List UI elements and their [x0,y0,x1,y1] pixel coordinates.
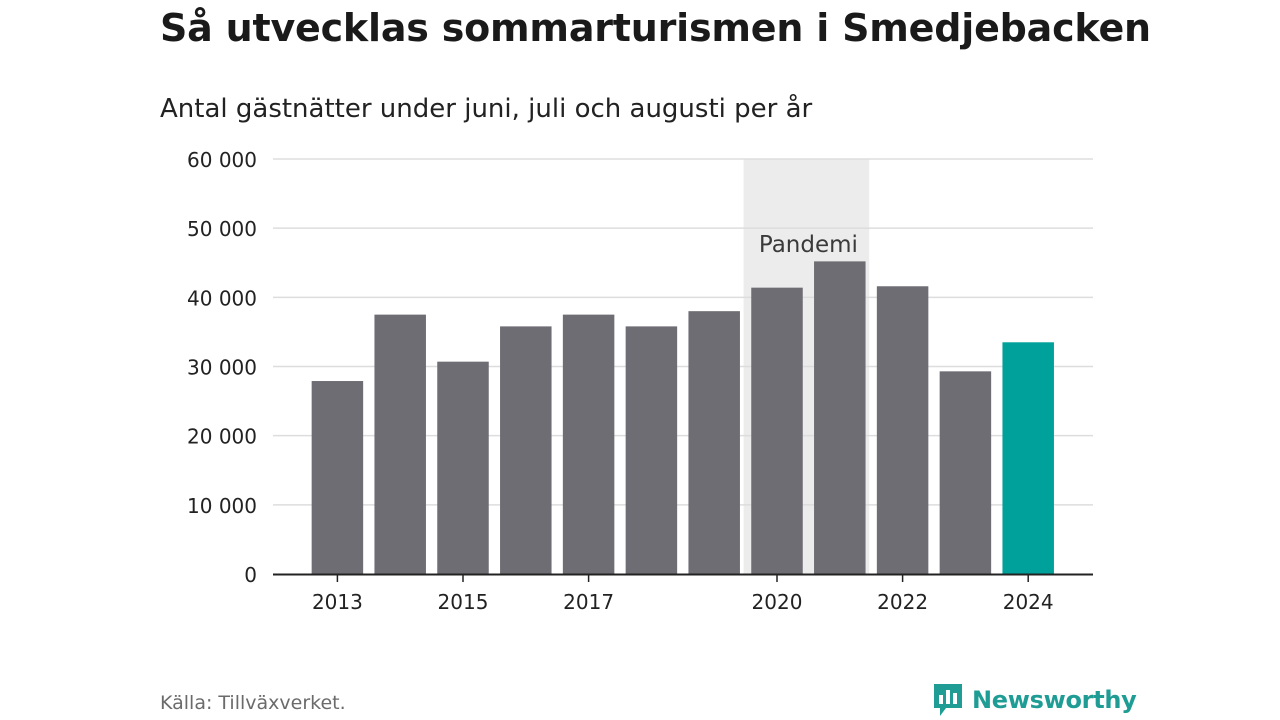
chart-title: Så utvecklas sommarturismen i Smedjeback… [160,6,1151,50]
brand-name: Newsworthy [972,686,1137,714]
y-tick-label-10000: 10 000 [187,494,257,518]
annotation-label-0: Pandemi [759,232,858,258]
newsworthy-chart-logo-icon [934,684,962,716]
bar-2022 [876,286,929,574]
bar-2013 [311,381,364,574]
bar-2023 [939,371,992,574]
source-note: Källa: Tillväxverket. [160,692,346,714]
y-tick-label-40000: 40 000 [187,286,257,310]
bar-2016 [500,326,552,574]
x-tick-label-2015: 2015 [438,590,489,614]
y-tick-label-60000: 60 000 [187,148,257,172]
x-tick-label-2013: 2013 [312,590,363,614]
bar-2024 [1002,342,1054,574]
bar-2015 [437,361,489,574]
y-tick-label-20000: 20 000 [187,425,257,449]
bar-2021 [814,261,866,574]
y-tick-label-0: 0 [244,563,257,587]
x-tick-label-2017: 2017 [563,590,614,614]
x-tick-label-2022: 2022 [877,590,928,614]
y-tick-label-30000: 30 000 [187,356,257,380]
bar-2014 [374,314,426,574]
y-tick-label-50000: 50 000 [187,217,257,241]
bar-2019 [688,311,740,574]
bar-2017 [562,314,615,574]
brand-logo: Newsworthy [932,682,1137,718]
x-tick-label-2024: 2024 [1003,590,1054,614]
bar-2020 [751,287,803,574]
chart-subtitle: Antal gästnätter under juni, juli och au… [160,94,813,124]
x-tick-label-2020: 2020 [752,590,803,614]
bar-2018 [625,326,678,574]
